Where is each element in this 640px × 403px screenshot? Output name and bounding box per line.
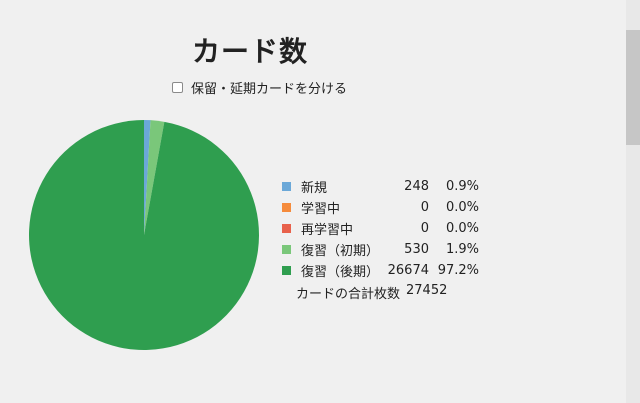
legend-percent: 0.0% <box>445 221 479 236</box>
separate-cards-option[interactable]: 保留・延期カードを分ける <box>172 78 347 97</box>
legend-row: 再学習中 0 0.0% <box>282 218 479 239</box>
legend-count: 0 <box>420 221 429 236</box>
scrollbar-thumb[interactable] <box>626 30 640 145</box>
legend-label: 再学習中 <box>301 223 354 238</box>
legend-percent: 0.0% <box>445 200 479 215</box>
legend-percent: 97.2% <box>437 263 479 278</box>
legend-swatch <box>282 245 291 254</box>
legend-swatch <box>282 266 291 275</box>
scrollbar[interactable] <box>626 0 640 403</box>
legend-swatch <box>282 224 291 233</box>
legend-row: 新規 248 0.9% <box>282 176 479 197</box>
legend-count: 26674 <box>387 263 429 278</box>
legend-swatch <box>282 203 291 212</box>
legend-swatch <box>282 182 291 191</box>
legend-row: 学習中 0 0.0% <box>282 197 479 218</box>
chart-legend: 新規 248 0.9% 学習中 0 0.0% 再学習中 0 0.0% 復習（初期） 530 1.9% 復… <box>282 176 479 302</box>
total-value: 27452 <box>406 283 448 298</box>
legend-label: 復習（初期） <box>301 244 380 259</box>
legend-count: 248 <box>404 179 429 194</box>
total-row: カードの合計枚数 27452 <box>282 283 479 302</box>
separate-cards-checkbox[interactable] <box>172 82 183 93</box>
legend-percent: 1.9% <box>445 242 479 257</box>
legend-label: 新規 <box>301 181 328 196</box>
page-title: カード数 <box>191 35 308 68</box>
total-label: カードの合計枚数 <box>296 287 401 302</box>
legend-percent: 0.9% <box>445 179 479 194</box>
legend-count: 0 <box>420 200 429 215</box>
legend-row: 復習（後期） 26674 97.2% <box>282 260 479 281</box>
legend-row: 復習（初期） 530 1.9% <box>282 239 479 260</box>
legend-label: 学習中 <box>301 202 341 217</box>
legend-count: 530 <box>404 242 429 257</box>
pie-slice <box>144 120 165 235</box>
pie-slice <box>144 120 151 235</box>
legend-label: 復習（後期） <box>301 265 380 280</box>
separate-cards-label: 保留・延期カードを分ける <box>191 82 348 97</box>
pie-slice <box>29 120 260 351</box>
